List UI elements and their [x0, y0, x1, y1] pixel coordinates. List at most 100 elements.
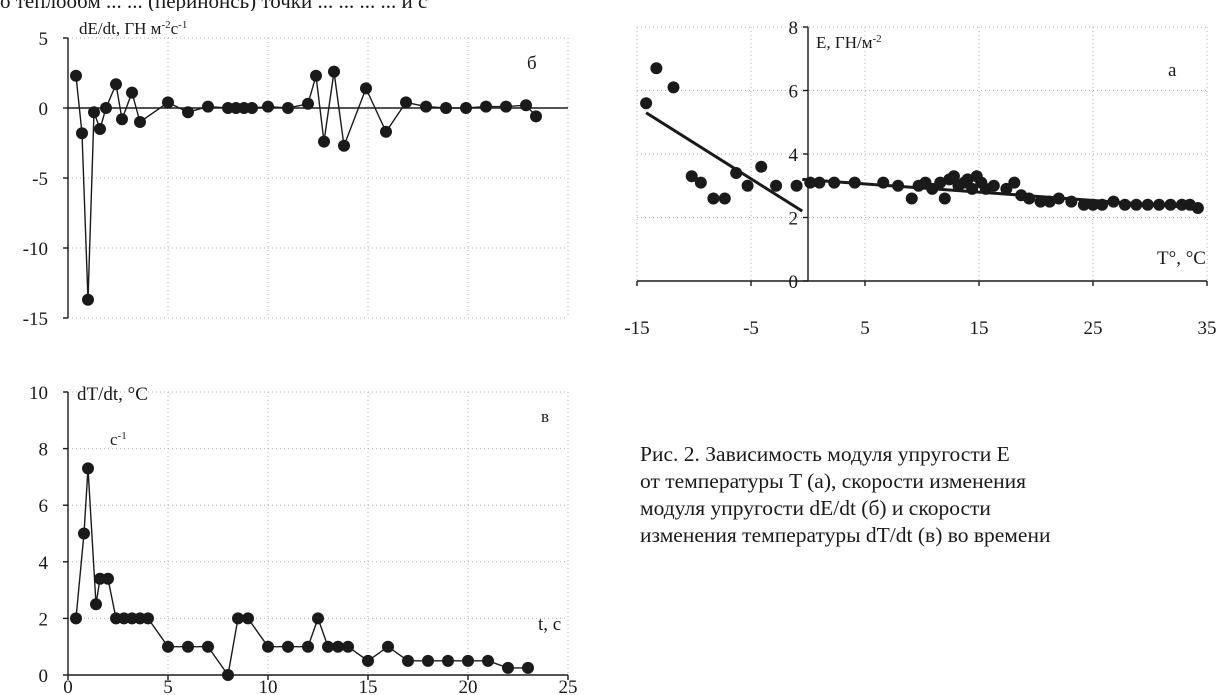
x-tick-label: -5 [743, 318, 759, 339]
y-tick-label: -5 [32, 169, 48, 190]
data-point [134, 116, 146, 128]
y-tick-label: 2 [789, 209, 799, 230]
data-point [1034, 195, 1047, 208]
data-point [1000, 182, 1013, 195]
data-point [694, 176, 707, 189]
x-tick-label: 15 [970, 318, 989, 339]
chart-b: 5 0 -5 -10 -15 dE/dt, ГН м-2с-1 б [23, 19, 569, 330]
caption-line: от температуры T (а), скорости изменения [640, 469, 1027, 493]
figure-caption: Рис. 2. Зависимость модуля упругости E о… [640, 441, 1200, 549]
data-point [400, 96, 412, 109]
data-point [88, 106, 100, 119]
data-point [94, 123, 106, 135]
y-tick-label: 6 [789, 82, 799, 103]
data-point [480, 100, 492, 113]
data-point [182, 640, 194, 653]
data-point [246, 102, 258, 114]
data-point [202, 100, 214, 113]
y-axis-unit: c-1 [110, 430, 127, 449]
panel-label: в [541, 407, 549, 426]
y-tick-label: -15 [23, 309, 48, 330]
data-point [1077, 198, 1090, 211]
data-point [162, 96, 174, 109]
chart-a: -15 -5 5 15 25 35 0 2 4 6 8 E, ГН/м-2 T°, °C а [624, 18, 1216, 339]
data-point [947, 170, 960, 183]
x-tick-label: 15 [359, 677, 378, 695]
y-tick-label: 5 [39, 29, 49, 50]
panel-label: а [1168, 60, 1177, 81]
y-tick-label: 6 [39, 496, 49, 517]
data-point [938, 192, 951, 205]
data-point [934, 176, 947, 189]
y-axis-label: E, ГН/м-2 [816, 33, 882, 52]
data-point [961, 173, 974, 186]
y-axis-label: dE/dt, ГН м-2с-1 [79, 19, 187, 38]
data-point [790, 179, 803, 192]
data-point [282, 102, 294, 114]
y-tick-label: 0 [789, 272, 799, 293]
data-point [402, 654, 414, 667]
trend-line [645, 111, 804, 213]
data-point [282, 640, 294, 653]
data-point [318, 135, 330, 148]
data-point [440, 102, 452, 114]
data-point [222, 669, 234, 681]
data-point [380, 125, 392, 138]
data-point [707, 192, 720, 205]
data-point [332, 640, 344, 653]
data-point [482, 654, 494, 667]
data-point [718, 192, 731, 205]
data-point [328, 65, 340, 78]
data-point [667, 81, 680, 94]
x-tick-label: 5 [860, 318, 870, 339]
data-point [76, 127, 88, 140]
caption-line: изменения температуры dT/dt (в) во време… [640, 523, 1051, 547]
x-tick-label: 25 [1084, 318, 1103, 339]
data-point [1008, 176, 1021, 189]
data-point [770, 179, 783, 192]
x-tick-label: 5 [163, 677, 173, 695]
y-tick-label: 10 [29, 383, 48, 404]
data-point [262, 640, 274, 653]
data-point [460, 102, 472, 114]
data-point [640, 97, 653, 110]
data-point [813, 176, 826, 189]
data-point [462, 654, 474, 667]
panel-label: б [527, 53, 537, 74]
y-axis-label: dT/dt, °C [77, 384, 148, 405]
data-point [502, 661, 514, 674]
caption-line: модуля упругости dE/dt (б) и скорости [640, 496, 991, 520]
x-tick-label: -15 [624, 318, 649, 339]
trend-line [802, 177, 1198, 210]
data-point [755, 160, 768, 173]
y-tick-label: 8 [789, 18, 799, 39]
data-point [116, 113, 128, 126]
data-point [500, 100, 512, 113]
y-tick-label: 0 [39, 666, 49, 687]
data-point [102, 572, 114, 585]
y-tick-label: 4 [789, 145, 799, 166]
data-point [202, 640, 214, 653]
y-tick-label: 2 [39, 609, 49, 630]
data-point [342, 640, 354, 653]
data-point [520, 99, 532, 112]
data-point [741, 179, 754, 192]
data-point [162, 640, 174, 653]
x-tick-label: 35 [1198, 318, 1217, 339]
caption-line: Рис. 2. Зависимость модуля упругости E [640, 442, 1010, 466]
data-point [530, 110, 542, 123]
data-point [82, 462, 94, 475]
data-point [262, 100, 274, 113]
data-point [362, 654, 374, 667]
x-tick-label: 0 [63, 677, 73, 695]
y-tick-label: 8 [39, 440, 49, 461]
data-point [987, 179, 1000, 192]
data-point [70, 612, 82, 625]
data-point [442, 654, 454, 667]
data-point [70, 69, 82, 82]
data-point [685, 170, 698, 183]
y-tick-label: 4 [39, 553, 49, 574]
data-point [302, 640, 314, 653]
